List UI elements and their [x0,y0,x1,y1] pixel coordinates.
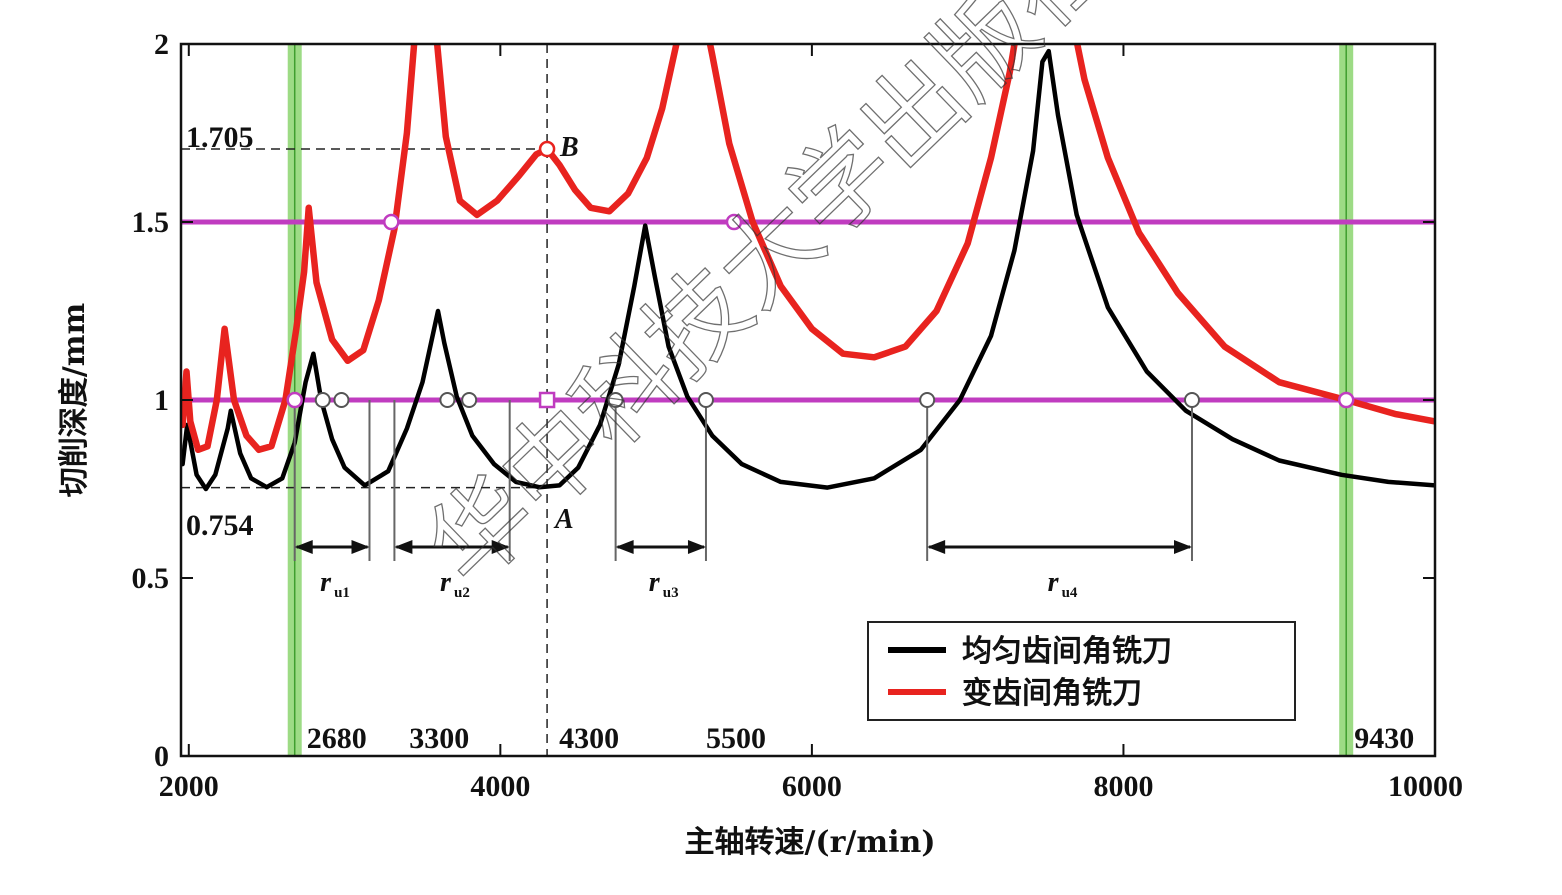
range-arrowhead-right-0 [351,540,370,554]
x-tick-label-1: 4000 [470,770,530,803]
uniform-marker-6 [919,392,936,408]
y-tick-label-1: 0.5 [132,562,170,595]
series-line-0 [181,48,1435,492]
legend-label-uniform: 均匀齿间角铣刀 [962,634,1172,669]
y-tick-label-0: 0 [154,740,169,773]
range-label-0: r [320,567,332,598]
uniform-marker-0 [314,392,331,408]
range-label-sub-0: u1 [334,585,350,601]
range-arrowhead-left-0 [294,540,313,554]
x-annotation-3: 5500 [706,722,766,755]
variable-marker-15-0 [383,213,400,231]
y-high-annotation: 1.705 [186,121,254,154]
range-arrowhead-right-1 [491,540,510,554]
x-tick-label-3: 8000 [1093,770,1153,803]
point-a-label: A [553,504,574,535]
range-arrowhead-left-3 [927,540,946,554]
range-arrowhead-left-2 [615,540,634,554]
x-annotation-1: 3300 [409,722,469,755]
range-label-1: r [440,567,452,598]
range-arrowhead-right-3 [1173,540,1192,554]
x-annotation-0: 2680 [307,722,367,755]
point-b-marker [538,140,556,158]
x-tick-label-4: 10000 [1388,770,1463,803]
y-tick-label-3: 1.5 [132,206,170,239]
range-label-sub-3: u4 [1062,585,1078,601]
range-label-3: r [1048,567,1060,598]
center-square-marker [538,391,556,409]
uniform-marker-3 [461,392,478,408]
variable-marker-15-1 [725,213,743,231]
uniform-marker-1 [333,392,350,408]
series-line-1 [181,44,1435,454]
uniform-marker-4 [607,392,624,408]
point-b-label: B [559,132,579,163]
y-tick-label-2: 1 [154,384,169,417]
y-low-annotation: 0.754 [186,509,254,542]
y-tick-label-4: 2 [154,28,169,61]
x-annotation-2: 4300 [559,722,619,755]
variable-marker-1-1 [1337,391,1355,409]
range-label-sub-1: u2 [454,585,470,601]
legend-label-variable: 变齿间角铣刀 [962,676,1142,711]
uniform-marker-2 [439,392,456,408]
range-arrowhead-left-1 [394,540,413,554]
range-arrowhead-right-2 [687,540,706,554]
x-tick-label-2: 6000 [782,770,842,803]
uniform-marker-5 [697,392,714,408]
variable-marker-1-0 [286,391,303,409]
legend-box [867,621,1296,721]
range-label-2: r [649,567,661,598]
x-axis-title: 主轴转速/(r/min) [684,825,935,860]
x-tick-label-0: 2000 [159,770,219,803]
legend: 均匀齿间角铣刀 变齿间角铣刀 [867,621,1296,721]
range-label-sub-2: u3 [663,585,679,601]
uniform-marker-7 [1183,392,1200,408]
x-annotation-4: 9430 [1354,722,1414,755]
y-axis-title: 切削深度/mm [57,303,92,498]
watermark: 华中科技大学出版社 [405,0,1134,607]
